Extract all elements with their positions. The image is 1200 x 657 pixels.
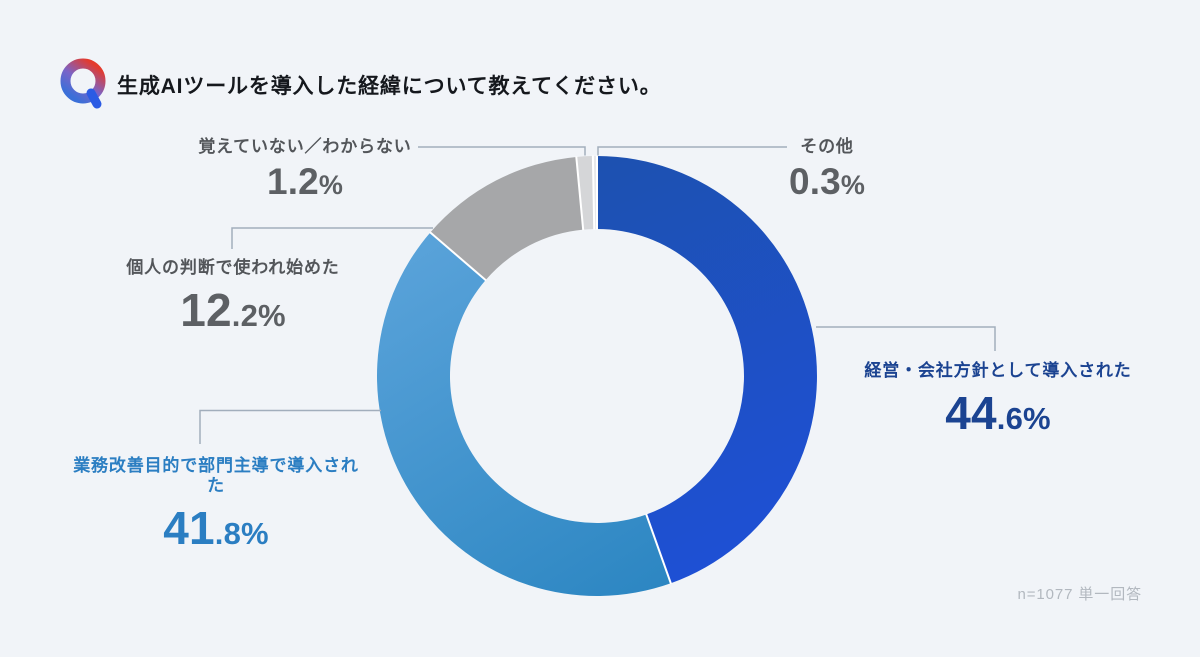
- segment-name: 業務改善目的で部門主導で導入された: [73, 456, 359, 495]
- segment-separator: [645, 513, 672, 585]
- leader-policy: [816, 326, 996, 351]
- label-department-led: 業務改善目的で部門主導で導入された 41.8%: [66, 456, 366, 563]
- donut-segment-department: [376, 232, 671, 596]
- label-individual-use: 個人の判断で使われ始めた 12.2%: [83, 258, 383, 345]
- segment-name: その他: [800, 137, 854, 156]
- segment-separator: [429, 231, 487, 282]
- leader-dont-remember: [418, 146, 586, 156]
- donut-segment-dont-remember: [576, 156, 595, 230]
- page-title: 生成AIツールを導入した経緯について教えてください。: [117, 75, 662, 98]
- segment-value: 1.2%: [266, 161, 344, 202]
- donut-segment-policy: [597, 156, 817, 584]
- segment-separator: [591, 155, 596, 230]
- leader-other: [597, 146, 787, 156]
- label-other: その他 0.3%: [677, 137, 977, 209]
- segment-name: 個人の判断で使われ始めた: [126, 258, 340, 277]
- segment-name: 覚えていない／わからない: [198, 137, 412, 156]
- label-policy-adoption: 経営・会社方針として導入された 44.6%: [846, 361, 1150, 448]
- segment-separator: [575, 156, 585, 231]
- sample-size-note: n=1077 単一回答: [1017, 586, 1142, 603]
- question-logo-icon: [60, 58, 106, 109]
- leader-individual: [231, 227, 433, 249]
- segment-value: 12.2%: [180, 284, 286, 336]
- label-dont-remember: 覚えていない／わからない 1.2%: [155, 137, 455, 209]
- segment-value: 0.3%: [788, 161, 866, 202]
- segment-value: 41.8%: [163, 502, 269, 554]
- leader-department: [199, 409, 381, 444]
- donut-segment-individual: [430, 156, 584, 281]
- segment-name: 経営・会社方針として導入された: [864, 361, 1132, 380]
- segment-value: 44.6%: [945, 387, 1051, 439]
